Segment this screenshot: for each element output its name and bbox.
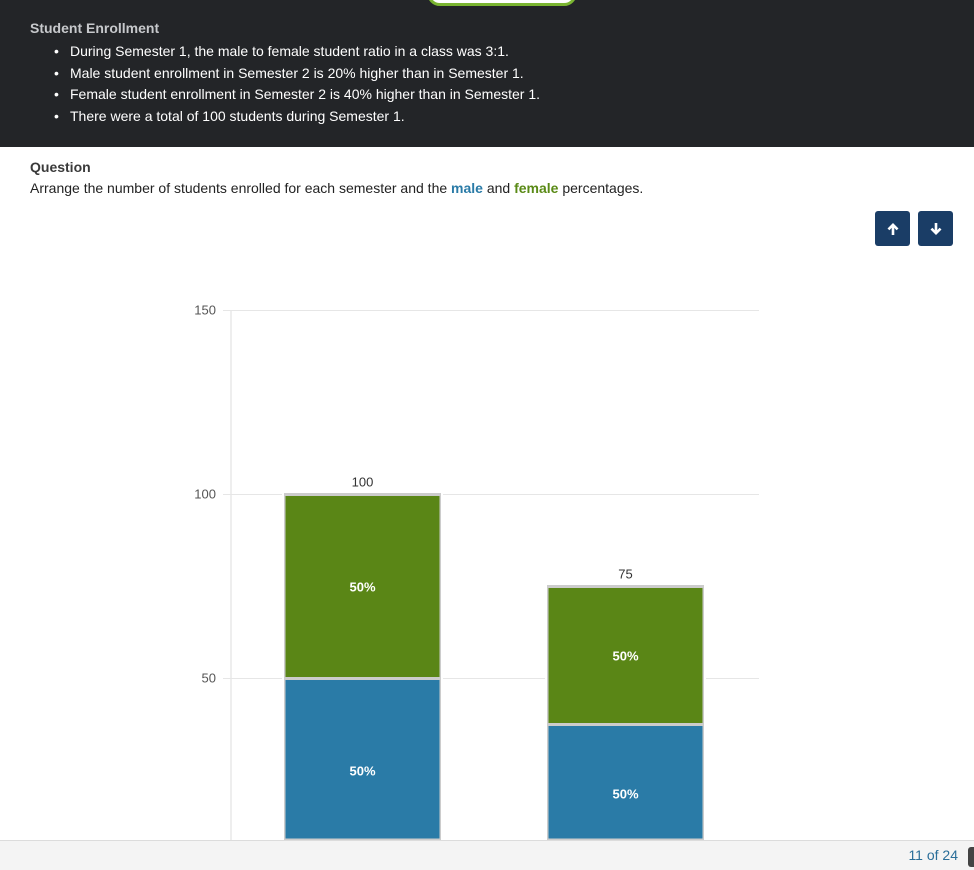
context-title: Student Enrollment [30,20,160,36]
page-counter: 11 of 24 [908,847,958,863]
arrow-up-icon [887,222,898,235]
male-percent-label: 50% [612,787,638,802]
question-label: Question [30,159,91,175]
male-percent-label: 50% [349,764,375,779]
bullet-item: Male student enrollment in Semester 2 is… [30,63,540,85]
question-text-and: and [482,180,515,196]
female-keyword: female [514,180,559,196]
question-text-after: percentages. [558,180,644,196]
enrollment-bar-chart: 50 100 150 100 50% 50% 75 50% 50% [194,303,759,840]
bar-total-label: 100 [352,475,374,490]
bar-edge-mask [441,492,443,840]
female-percent-label: 50% [349,580,375,595]
female-percent-label: 50% [612,649,638,664]
bar-edge-mask [545,584,547,840]
footer-bar: 11 of 24 [0,840,974,870]
male-bar-segment [545,723,706,840]
context-bullets: During Semester 1, the male to female st… [30,41,540,127]
bullet-item: During Semester 1, the male to female st… [30,41,540,63]
male-keyword: male [451,180,483,196]
footer-tab-handle[interactable] [968,847,974,867]
context-panel: Student Enrollment During Semester 1, th… [0,0,974,147]
move-up-button[interactable] [875,211,910,246]
y-tick-label: 150 [194,303,216,318]
question-text-before: Arrange the number of students enrolled … [30,180,452,196]
female-bar-segment [282,493,443,680]
bar-total-label: 75 [618,567,632,582]
y-tick-label: 100 [194,487,216,502]
arrow-down-icon [930,222,941,235]
bullet-item: Female student enrollment in Semester 2 … [30,84,540,106]
bar-edge-mask [704,584,706,840]
question-text: Arrange the number of students enrolled … [30,180,643,196]
bullet-item: There were a total of 100 students durin… [30,106,540,128]
male-bar-segment [282,677,443,840]
bar-edge-mask [282,492,284,840]
y-tick-label: 50 [202,671,216,686]
move-down-button[interactable] [918,211,953,246]
